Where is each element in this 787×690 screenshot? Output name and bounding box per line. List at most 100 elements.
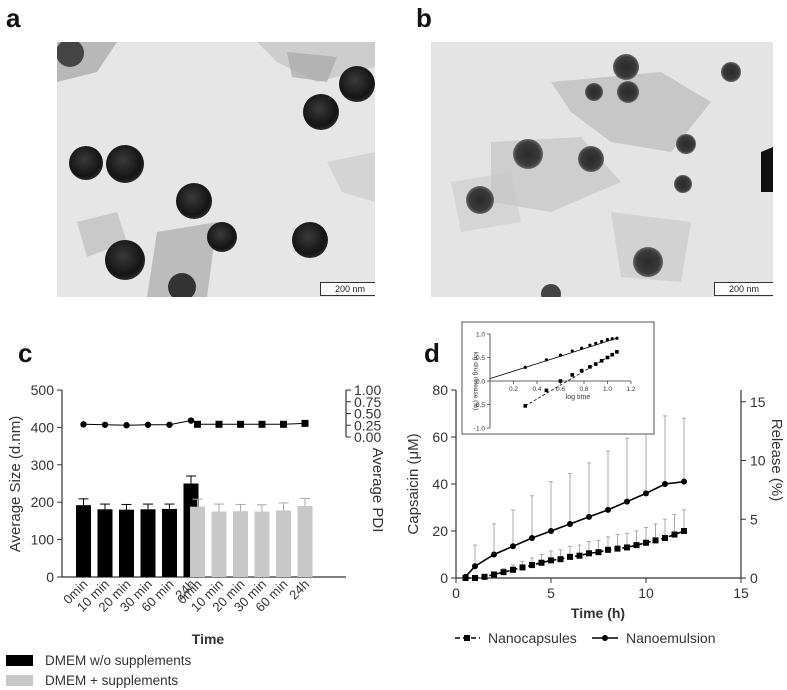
- c-pdi-point: [101, 421, 109, 428]
- scale-bar-a: 200 nm: [320, 282, 375, 296]
- d-point: [519, 564, 526, 571]
- c-x-tick-label: 60 min: [252, 577, 290, 615]
- d-y-tick-label: 40: [432, 476, 448, 492]
- d-inset-y-tick-label: 1.0: [476, 332, 485, 339]
- c-y-tick-label: 400: [31, 419, 55, 435]
- d-legend-label-nanoemulsion: Nanoemulsion: [626, 630, 716, 646]
- d-point: [624, 498, 630, 505]
- d-point: [472, 563, 478, 570]
- d-inset-y-tick-label: 0.5: [476, 355, 485, 362]
- d-x-axis-title: Time (h): [571, 605, 625, 621]
- d-y2-tick-label: 15: [750, 394, 766, 410]
- d-point: [614, 545, 621, 552]
- d-inset-point: [544, 388, 549, 393]
- c-y2-tick-label: 0.75: [354, 394, 381, 410]
- c-x-tick-label: 24h: [172, 577, 198, 603]
- micrograph-a: 200 nm: [57, 42, 375, 297]
- d-inset-x-axis-title: log time: [566, 394, 591, 401]
- c-y-axis-title: Average Size (d.nm): [7, 416, 24, 552]
- c-y2-tick-label: 0.25: [354, 417, 381, 433]
- d-point: [529, 562, 535, 569]
- c-x-tick-label: 0min: [60, 577, 91, 608]
- d-inset-fit-line: [525, 351, 618, 407]
- d-inset-x-tick-label: 0.2: [509, 386, 518, 393]
- d-inset-point: [610, 337, 614, 341]
- d-x-tick-label: 0: [452, 585, 460, 601]
- c-bar: [254, 511, 270, 577]
- d-inset-point: [593, 362, 598, 366]
- d-inset-point: [588, 343, 592, 347]
- legend-swatch-black: [6, 654, 33, 666]
- d-y-tick-label: 20: [432, 523, 448, 539]
- d-point: [567, 553, 573, 560]
- micrograph-a-image: [57, 42, 375, 297]
- micrograph-b-image: [431, 42, 773, 297]
- c-pdi-line: [83, 420, 192, 426]
- panel-letter-d: d: [424, 338, 440, 368]
- c-y2-tick-label: 0.50: [354, 406, 381, 422]
- d-inset-x-tick-label: 1.0: [603, 386, 612, 393]
- d-point: [652, 537, 659, 544]
- d-point: [605, 506, 611, 513]
- d-inset-point: [615, 350, 619, 354]
- d-point: [462, 575, 469, 581]
- d-inset-point: [605, 355, 610, 360]
- c-y-tick-label: 0: [46, 569, 54, 585]
- d-y2-tick-label: 5: [750, 511, 758, 527]
- d-point: [462, 573, 469, 580]
- legend-c: DMEM w/o supplements DMEM + supplements: [6, 650, 191, 690]
- c-y-tick-label: 300: [31, 457, 55, 473]
- d-inset-point: [594, 341, 598, 345]
- c-x-tick-label: 60 min: [138, 577, 176, 615]
- c-bar: [233, 511, 248, 577]
- d-inset-point: [570, 373, 575, 377]
- d-series-line: [465, 530, 685, 579]
- d-point: [671, 531, 678, 538]
- c-x-tick-label: 24h: [286, 577, 312, 603]
- legend-item-dmem-plus: DMEM + supplements: [6, 670, 191, 690]
- legend-label-dmem-plus: DMEM + supplements: [45, 672, 179, 688]
- d-inset-point: [599, 358, 604, 363]
- d-x-tick-label: 10: [638, 585, 654, 601]
- d-y2-axis-title: Release (%): [768, 419, 785, 502]
- d-point: [567, 520, 573, 527]
- d-inset-point: [523, 404, 528, 408]
- d-inset-point: [523, 365, 527, 369]
- panel-letter-c: c: [18, 338, 33, 368]
- c-bar: [183, 483, 199, 577]
- d-y2-tick-label: 10: [750, 453, 766, 469]
- d-point: [510, 543, 516, 550]
- legend-item-dmem-wo: DMEM w/o supplements: [6, 650, 191, 670]
- d-inset-x-tick-label: 0.6: [556, 386, 565, 393]
- d-point: [605, 546, 611, 553]
- d-point: [557, 556, 564, 563]
- d-inset-y-tick-label: 0.0: [476, 379, 485, 386]
- c-x-tick-label: 20 min: [209, 577, 247, 615]
- c-y2-axis-title: Average PDI: [369, 448, 386, 533]
- c-pdi-point: [301, 419, 309, 427]
- c-pdi-point: [215, 420, 223, 428]
- d-point: [576, 552, 583, 559]
- c-bar: [162, 508, 177, 577]
- d-inset-x-tick-label: 0.4: [532, 386, 541, 393]
- c-bar: [297, 505, 313, 577]
- c-pdi-point: [144, 421, 152, 428]
- c-x-axis-title: Time: [192, 631, 225, 647]
- c-x-tick-label: 30 min: [231, 577, 269, 615]
- d-legend-marker-nanocapsules: [464, 635, 470, 641]
- d-inset-point: [580, 346, 584, 350]
- d-y-axis-title: Capsaicin (μM): [405, 433, 422, 534]
- c-pdi-point: [194, 420, 201, 428]
- d-point: [595, 549, 602, 556]
- d-inset-point: [558, 353, 563, 357]
- c-y-tick-label: 500: [31, 382, 55, 398]
- c-x-tick-label: 0min: [174, 577, 205, 608]
- d-inset-point: [558, 379, 563, 383]
- d-point: [681, 478, 687, 485]
- micrograph-b: 200 nm: [431, 42, 773, 297]
- d-y-tick-label: 60: [432, 429, 448, 445]
- panel-letter-a: a: [6, 3, 21, 33]
- c-y-tick-label: 100: [31, 532, 55, 548]
- scale-bar-b: 200 nm: [714, 282, 773, 296]
- d-inset-point: [615, 336, 619, 340]
